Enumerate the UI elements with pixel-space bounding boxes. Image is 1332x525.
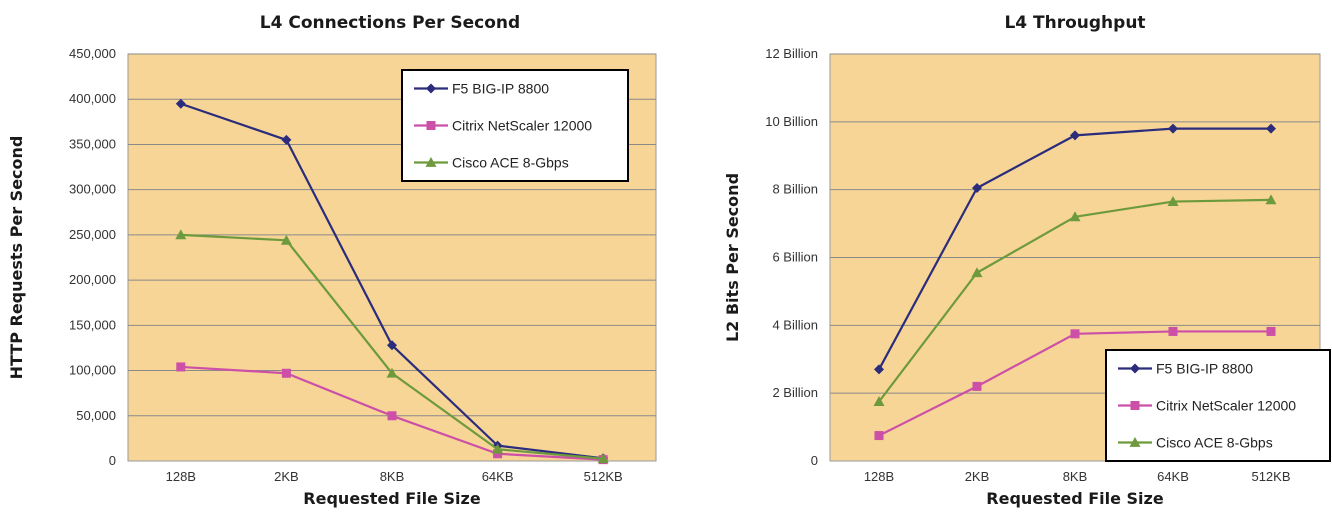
legend-swatch-marker	[425, 157, 437, 167]
legend-swatch-marker	[1130, 363, 1140, 374]
x-tick-label: 8KB	[380, 469, 405, 484]
x-tick-label: 512KB	[1251, 469, 1290, 484]
legend-label: F5 BIG-IP 8800	[1156, 361, 1253, 377]
legend-label: F5 BIG-IP 8800	[452, 81, 549, 97]
legend-label: Cisco ACE 8-Gbps	[452, 155, 569, 171]
data-point	[1266, 123, 1276, 134]
y-tick-label: 350,000	[69, 136, 116, 151]
data-point	[873, 396, 885, 407]
y-tick-label: 50,000	[76, 408, 116, 423]
legend-label: Cisco ACE 8-Gbps	[1156, 435, 1273, 451]
x-tick-label: 64KB	[1157, 469, 1189, 484]
y-axis-title: HTTP Requests Per Second	[7, 136, 26, 380]
data-point	[1070, 329, 1080, 339]
x-tick-label: 64KB	[482, 469, 514, 484]
data-point	[874, 364, 884, 375]
data-point	[1266, 326, 1276, 336]
data-point	[492, 443, 504, 454]
data-point	[597, 453, 609, 464]
chart-title: L4 Throughput	[1004, 13, 1145, 33]
y-tick-label: 10 Billion	[765, 114, 818, 129]
data-point	[280, 234, 292, 245]
data-point	[1167, 196, 1179, 206]
y-tick-label: 6 Billion	[772, 250, 818, 265]
series-cisco-ace-8-gbps	[873, 194, 1277, 407]
data-point	[281, 134, 292, 145]
data-point	[972, 381, 982, 391]
x-tick-label: 128B	[864, 469, 894, 484]
x-tick-label: 128B	[166, 469, 196, 484]
data-point	[971, 267, 983, 278]
y-tick-label: 400,000	[69, 91, 116, 106]
legend-swatch-marker	[1130, 401, 1140, 410]
legend: F5 BIG-IP 8800 Citrix NetScaler 12000 Cisc…	[401, 69, 629, 182]
legend-label: Citrix NetScaler 12000	[1156, 398, 1296, 414]
x-tick-label: 512KB	[584, 469, 623, 484]
data-point	[387, 340, 397, 351]
y-tick-label: 200,000	[69, 272, 116, 287]
y-tick-label: 12 Billion	[765, 46, 818, 61]
data-point	[281, 368, 291, 378]
data-point	[387, 411, 397, 421]
data-point	[1070, 130, 1080, 141]
series-f5-big-ip-8800	[874, 123, 1276, 375]
y-tick-label: 4 Billion	[772, 317, 818, 332]
legend: F5 BIG-IP 8800 Citrix NetScaler 12000 Cisc…	[1105, 349, 1331, 462]
chart-title: L4 Connections Per Second	[260, 13, 520, 33]
y-tick-label: 2 Billion	[772, 385, 818, 400]
data-point	[972, 182, 982, 193]
legend-swatch-marker	[426, 83, 436, 94]
data-point	[1168, 326, 1178, 336]
legend-label: Citrix NetScaler 12000	[452, 118, 592, 134]
data-point	[1168, 123, 1178, 134]
legend-swatch-marker	[1129, 437, 1141, 447]
data-point	[386, 367, 398, 378]
x-axis-title: Requested File Size	[303, 489, 481, 508]
y-tick-label: 450,000	[69, 46, 116, 61]
y-tick-label: 150,000	[69, 317, 116, 332]
series-cisco-ace-8-gbps	[175, 229, 609, 464]
y-tick-label: 8 Billion	[772, 182, 818, 197]
y-tick-label: 300,000	[69, 182, 116, 197]
chart-throughput: 0 2 Billion 4 Billion 6 Billion 8 Billion 10 …	[723, 13, 1331, 508]
data-point	[493, 449, 503, 459]
y-tick-label: 100,000	[69, 363, 116, 378]
y-tick-label: 250,000	[69, 227, 116, 242]
x-tick-label: 2KB	[274, 469, 299, 484]
chart-connections-per-second: 0 50,000 100,000 150,000 200,000 250,000 300,0…	[7, 13, 657, 508]
x-axis-title: Requested File Size	[986, 489, 1164, 508]
data-point	[175, 98, 186, 109]
y-axis-title: L2 Bits Per Second	[723, 173, 742, 342]
data-point	[1265, 194, 1277, 205]
x-tick-label: 2KB	[965, 469, 990, 484]
series-citrix-netscaler-12000	[874, 326, 1276, 441]
data-point	[1069, 211, 1081, 222]
data-point	[874, 431, 884, 441]
legend-swatch-marker	[426, 121, 436, 130]
x-tick-label: 8KB	[1063, 469, 1088, 484]
y-tick-label: 0	[109, 453, 116, 468]
data-point	[176, 362, 186, 372]
y-tick-label: 0	[811, 453, 818, 468]
data-point	[175, 229, 187, 240]
